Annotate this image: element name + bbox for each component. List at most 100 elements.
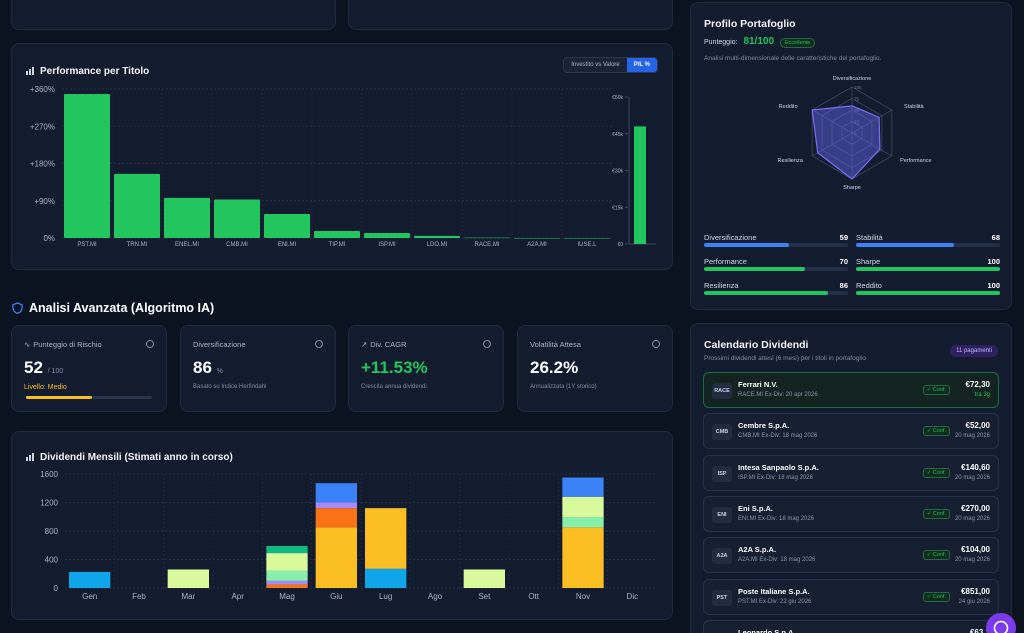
metric-fill	[704, 243, 789, 247]
y-tick-label: 0	[54, 584, 59, 593]
payment-date: 20 mag 2026	[954, 557, 990, 564]
monthly-chart: 1600 1200 800 400 0 Gen Feb Mar Apr Mag Giu Lug Ago S…	[40, 470, 657, 601]
dividend-row[interactable]: RACE Ferrari N.V. RACE.MI Ex-Div: 20 apr 2…	[703, 372, 999, 408]
radar-spoke	[811, 109, 853, 134]
cagr-sub: Crescita annua dividendi	[361, 384, 427, 390]
volatility-card: Volatilità Attesa 26.2% Annualizzata (1Y…	[517, 325, 673, 412]
dividend-row[interactable]: PST Poste Italiane S.p.A. PST.MI Ex-Div: 2…	[703, 578, 999, 615]
y-tick-label: 0%	[43, 234, 55, 243]
radar-axis-label: Performance	[900, 158, 932, 164]
dividend-amount: €52,00	[965, 421, 990, 431]
x-tick-label: CMB.MI	[226, 242, 248, 248]
payment-date: 20 mag 2026	[954, 474, 990, 481]
radar-chart: 100 75 50 25 0 Diversificazione Stabilità Perfo…	[777, 76, 932, 191]
metric-fill	[856, 291, 1000, 295]
confirmed-badge: ✓ Conf.	[922, 508, 950, 519]
right-bar	[634, 126, 646, 244]
score-label: Punteggio:	[704, 39, 738, 46]
bar-Lug-0	[365, 568, 407, 588]
metric-value: 86	[839, 281, 848, 290]
confirmed-badge: ✓ Conf.	[922, 426, 950, 437]
performance-header: Performance per Titolo	[26, 61, 149, 79]
dividend-row[interactable]: ENI Eni S.p.A. ENI.MI Ex-Div: 18 mag 2026 €…	[703, 495, 999, 532]
company-name: A2A S.p.A.	[738, 545, 777, 555]
metric-diversificazione: Diversificazione 59	[704, 233, 848, 249]
right-tick-label: €0	[617, 242, 623, 248]
chat-button[interactable]	[986, 613, 1016, 633]
advanced-title: Analisi Avanzata (Algoritmo IA)	[29, 301, 215, 315]
ticker-exdiv: A2A.MI Ex-Div: 18 mag 2026	[738, 557, 816, 564]
info-icon[interactable]	[315, 340, 323, 348]
confirmed-badge: ✓ Conf.	[922, 467, 950, 478]
calendar-title: Calendario Dividendi	[704, 339, 809, 351]
profile-desc: Analisi multi-dimensionale delle caratte…	[704, 55, 882, 62]
metric-fill	[704, 291, 828, 295]
metric-value: 100	[987, 281, 1000, 290]
radar-tick: 25	[854, 120, 860, 125]
radar-axis-label: Sharpe	[843, 185, 861, 191]
radar-tick: 0	[854, 131, 857, 136]
x-tick-label: Ago	[428, 592, 443, 601]
bar-RACE.MI	[464, 237, 510, 239]
ticker-badge: A2A	[712, 548, 732, 565]
info-icon[interactable]	[146, 340, 154, 348]
x-tick-label: ENI.MI	[278, 242, 297, 248]
cagr-value: +11.53%	[361, 358, 428, 377]
x-tick-label: Set	[478, 592, 491, 601]
advanced-heading: Analisi Avanzata (Algoritmo IA)	[12, 301, 214, 315]
company-name: Cembre S.p.A.	[738, 421, 790, 431]
dividend-amount: €270,00	[961, 503, 990, 513]
ticker-badge: ISP	[712, 465, 732, 482]
metric-name: Resilienza	[704, 281, 739, 290]
metric-track	[856, 291, 1000, 295]
bar-Nov-1	[562, 527, 604, 588]
radar-tick: 50	[854, 108, 860, 113]
bar-Gen-0	[69, 571, 111, 588]
toggle-invested[interactable]: Investito vs Valore	[564, 58, 627, 72]
bar-TIP.MI	[314, 230, 360, 238]
x-tick-label: ISP.MI	[378, 242, 396, 248]
dividend-row[interactable]: ISP Intesa Sanpaolo S.p.A. ISP.MI Ex-Div: …	[703, 454, 999, 491]
diversification-sub: Basato su Indice Herfindahl	[193, 384, 267, 390]
right-tick-label: €60k	[612, 95, 623, 101]
metric-name: Diversificazione	[704, 233, 757, 242]
bar-Giu-2	[315, 508, 357, 528]
x-tick-label: IUSE.L	[577, 242, 597, 248]
dividend-amount: €72,30	[965, 380, 990, 389]
bar-Nov-5	[562, 496, 604, 518]
x-tick-label: LDO.MI	[427, 242, 448, 248]
payment-date: tra 3g	[974, 392, 990, 398]
bar-A2A.MI	[514, 238, 560, 239]
toggle-pl[interactable]: P/L %	[626, 58, 657, 72]
info-icon[interactable]	[652, 340, 660, 348]
diversification-unit: %	[216, 368, 223, 375]
dividend-row[interactable]: A2A A2A S.p.A. A2A.MI Ex-Div: 18 mag 2026 €…	[703, 537, 999, 574]
metric-name: Reddito	[856, 281, 882, 290]
dividend-amount: €63,1	[969, 627, 990, 633]
payment-date: 20 mag 2026	[954, 515, 990, 522]
risk-fill	[26, 396, 92, 399]
metric-value: 100	[987, 257, 1000, 266]
risk-label: Punteggio di Rischio	[33, 340, 102, 349]
radar-spoke	[851, 132, 893, 157]
dividend-amount: €851,00	[961, 586, 990, 596]
metric-track	[704, 267, 848, 271]
view-toggle[interactable]: Investito vs Valore P/L %	[563, 57, 658, 73]
dividend-row[interactable]: Leonardo S.p.A. €63,1	[703, 619, 999, 633]
metric-performance: Performance 70	[704, 257, 848, 273]
payments-badge: 11 pagamenti	[950, 345, 998, 357]
bar-PST.MI	[64, 93, 110, 238]
x-tick-label: Lug	[379, 592, 392, 601]
radar-axis-label: Stabilità	[904, 104, 925, 110]
monthly-dividends-card: Dividendi Mensili (Stimati anno in corso…	[11, 431, 673, 620]
dividend-row[interactable]: CMB Cembre S.p.A. CMB.MI Ex-Div: 18 mag 20…	[703, 413, 999, 450]
risk-unit: / 100	[47, 368, 64, 375]
x-tick-label: Dic	[627, 592, 639, 601]
x-tick-label: TRN.MI	[127, 242, 148, 248]
metric-value: 68	[991, 233, 1000, 242]
ticker-badge: ENI	[712, 506, 732, 523]
metric-stabilità: Stabilità 68	[856, 233, 1000, 249]
info-icon[interactable]	[483, 340, 491, 348]
right-tick-label: €15k	[612, 205, 623, 211]
x-tick-label: Apr	[231, 592, 244, 601]
